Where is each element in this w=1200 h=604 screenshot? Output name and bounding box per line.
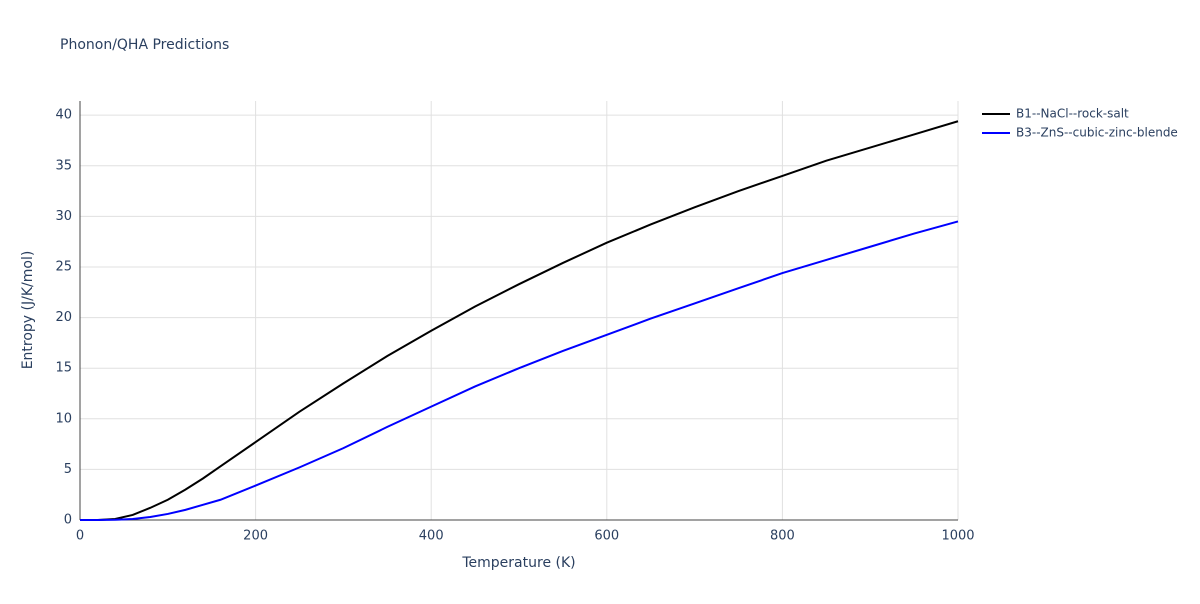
x-tick-label: 0 [76, 529, 84, 544]
x-tick-label: 800 [770, 529, 795, 544]
legend-label: B1--NaCl--rock-salt [1016, 107, 1129, 121]
x-tick-label: 600 [594, 529, 619, 544]
chart-title: Phonon/QHA Predictions [60, 37, 229, 53]
line-series [80, 120, 959, 521]
y-axis-label: Entropy (J/K/mol) [20, 251, 36, 370]
y-tick-label: 0 [64, 513, 72, 528]
y-tick-label: 30 [55, 209, 72, 224]
x-tick-label: 1000 [941, 529, 974, 544]
y-tick-label: 20 [55, 310, 72, 325]
line-series [80, 220, 959, 521]
y-tick-label: 40 [55, 108, 72, 123]
x-tick-label: 400 [419, 529, 444, 544]
y-tick-label: 5 [64, 462, 72, 477]
y-tick-label: 35 [55, 158, 72, 173]
legend-label: B3--ZnS--cubic-zinc-blende [1016, 126, 1178, 140]
x-axis-label: Temperature (K) [461, 555, 575, 571]
y-tick-label: 25 [55, 259, 72, 274]
y-tick-label: 15 [55, 361, 72, 376]
x-tick-label: 200 [243, 529, 268, 544]
y-tick-label: 10 [55, 411, 72, 426]
